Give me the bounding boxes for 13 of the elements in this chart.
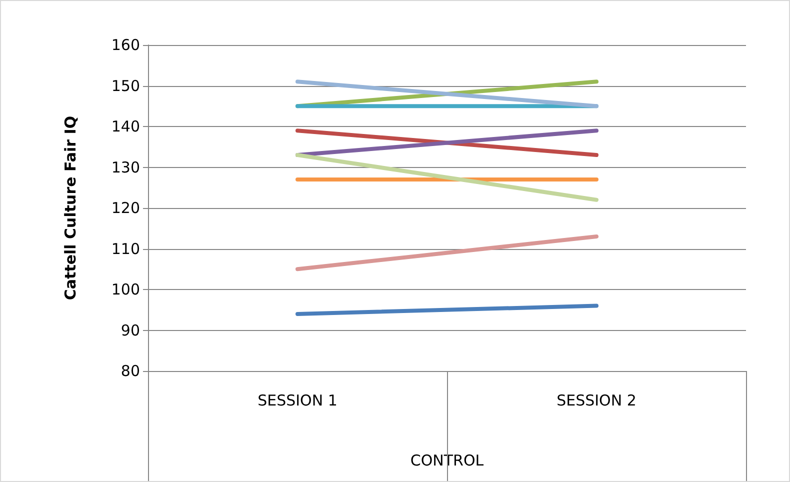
y-tick-label: 140 [111,118,140,136]
y-tick-label: 80 [120,362,140,380]
y-tick-label: 120 [111,199,140,217]
y-tick-label: 100 [111,280,140,298]
y-tick-label: 130 [111,158,140,176]
x-tick-label: SESSION 2 [556,392,636,410]
x-tick-label: SESSION 1 [258,392,338,410]
y-tick-label: 150 [111,76,140,95]
y-axis-title: Cattell Culture Fair IQ [62,116,80,300]
y-tick-label: 110 [111,240,140,258]
y-tick-label: 90 [120,321,140,340]
y-tick-label: 160 [111,36,140,54]
x-axis-title: CONTROL [410,452,484,470]
